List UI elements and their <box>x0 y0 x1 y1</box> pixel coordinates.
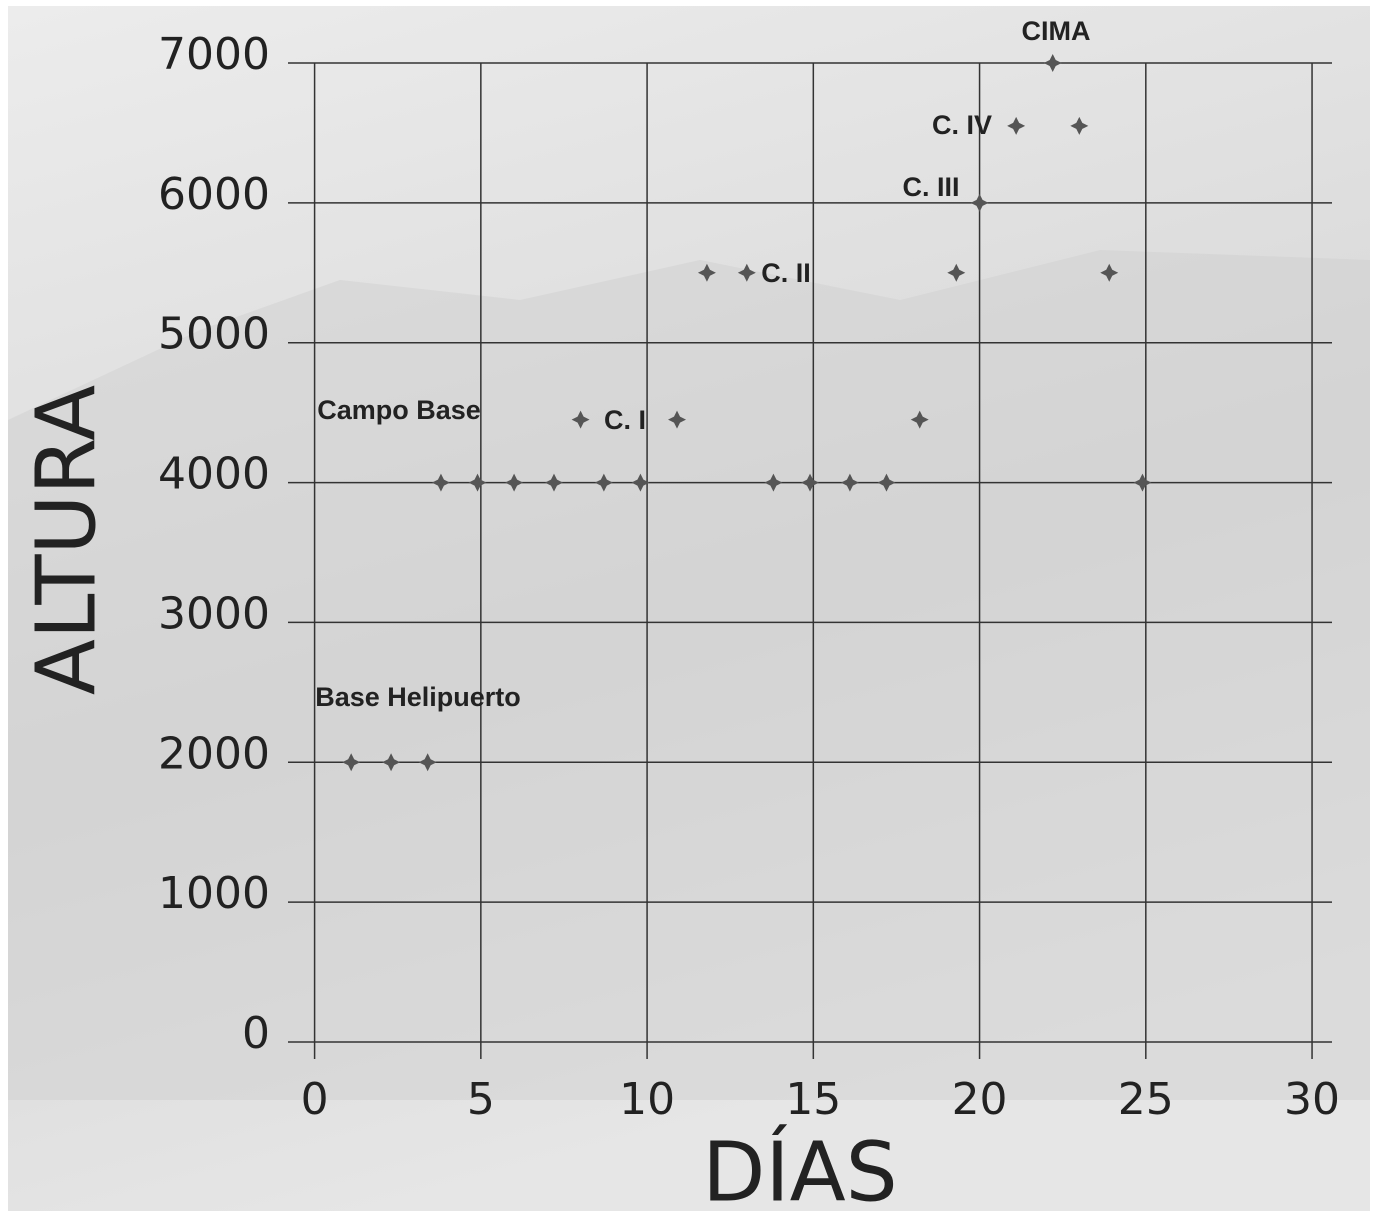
point <box>431 473 450 492</box>
x-tick-label: 5 <box>467 1074 495 1125</box>
x-tick-label: 15 <box>785 1074 841 1125</box>
point <box>505 473 524 492</box>
x-tick-label: 10 <box>619 1074 675 1125</box>
x-axis-title: DÍAS <box>702 1124 897 1211</box>
point <box>697 263 716 282</box>
point <box>668 410 687 429</box>
y-tick-label: 0 <box>242 1008 270 1059</box>
point <box>544 473 563 492</box>
y-tick-label: 2000 <box>158 728 270 779</box>
y-tick-label: 5000 <box>158 309 270 360</box>
y-tick-label: 6000 <box>158 169 270 220</box>
annotation: Base Helipuerto <box>315 682 521 712</box>
annotation: C. II <box>761 258 811 288</box>
point <box>382 753 401 772</box>
point <box>877 473 896 492</box>
x-tick-label: 25 <box>1118 1074 1174 1125</box>
point <box>970 193 989 212</box>
y-tick-label: 4000 <box>158 449 270 500</box>
point <box>631 473 650 492</box>
point <box>1133 473 1152 492</box>
point <box>910 410 929 429</box>
point <box>594 473 613 492</box>
point <box>468 473 487 492</box>
point <box>1070 116 1089 135</box>
mountain-shade <box>8 250 1370 1100</box>
point <box>1100 263 1119 282</box>
x-tick-label: 20 <box>952 1074 1008 1125</box>
annotation: CIMA <box>1022 16 1091 46</box>
point <box>571 410 590 429</box>
x-tick-label: 30 <box>1284 1074 1340 1125</box>
annotation: C. III <box>902 172 959 202</box>
point <box>342 753 361 772</box>
point <box>1043 54 1062 72</box>
point <box>764 473 783 492</box>
point <box>1007 116 1026 135</box>
annotation: C. IV <box>932 110 992 140</box>
point <box>840 473 859 492</box>
point <box>947 263 966 282</box>
point <box>737 263 756 282</box>
y-axis-title: ALTURA <box>19 385 114 695</box>
point <box>801 473 819 492</box>
point <box>418 753 437 772</box>
x-tick-label: 0 <box>301 1074 329 1125</box>
y-tick-label: 3000 <box>158 588 270 639</box>
annotation: C. I <box>604 405 646 435</box>
annotation: Campo Base <box>317 395 481 425</box>
y-tick-label: 1000 <box>158 868 270 919</box>
y-tick-label: 7000 <box>158 29 270 80</box>
